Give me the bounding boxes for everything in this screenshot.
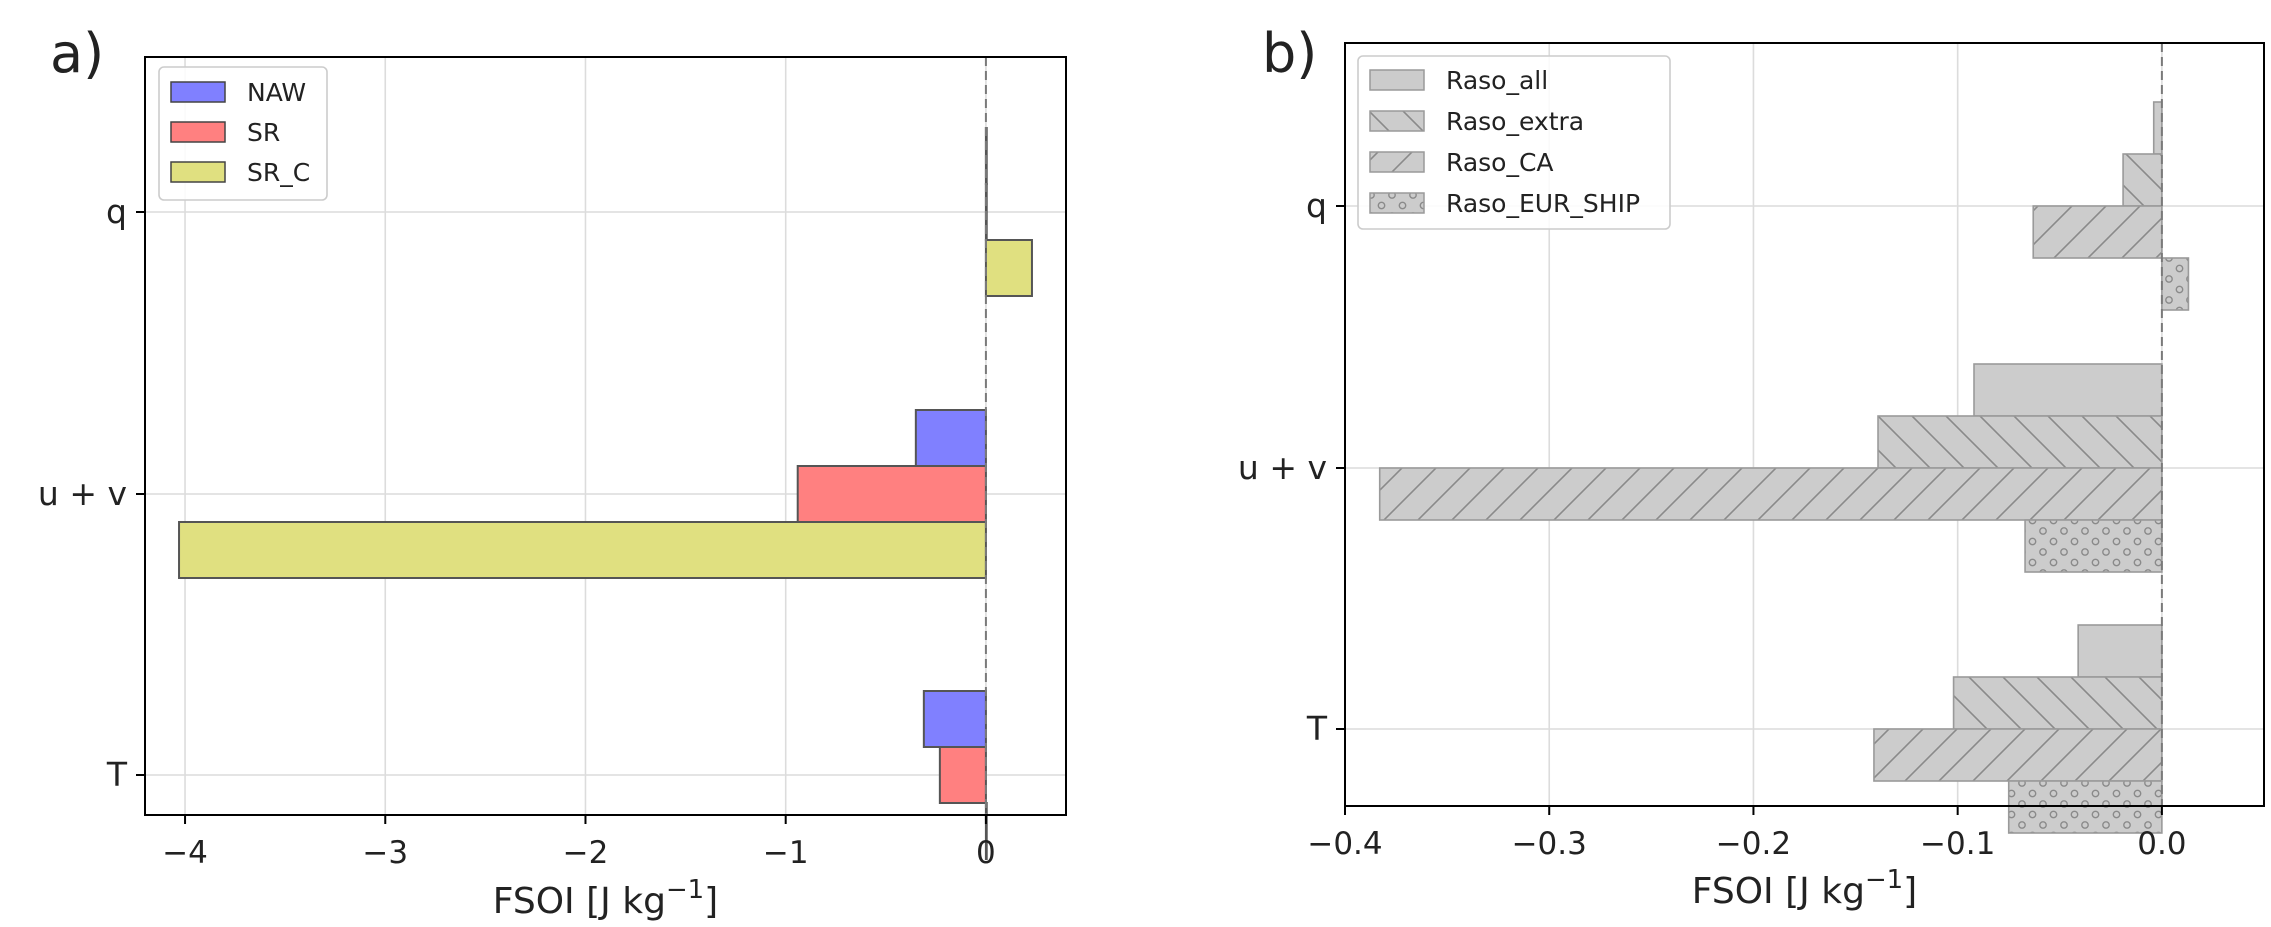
bar-raso-ca-q — [2032, 205, 2163, 259]
bar-raso-extra-uv — [1877, 415, 2163, 469]
x-tick-label: −0.1 — [1920, 826, 1995, 862]
x-tick-label: −1 — [763, 835, 809, 871]
y-tick-label: q — [1306, 186, 1327, 225]
bar-naw-uv — [914, 409, 987, 467]
x-tick-label: −0.2 — [1716, 826, 1791, 862]
legend-label: Raso_EUR_SHIP — [1446, 189, 1640, 218]
bar-raso-eur-ship-uv — [2024, 519, 2163, 573]
plot-frame — [144, 56, 1067, 816]
bar-raso-ca-t — [1873, 728, 2163, 782]
bar-raso-all-t — [2077, 624, 2163, 678]
x-tick-label: 0 — [976, 835, 996, 871]
legend-swatch — [170, 161, 226, 183]
bar-raso-extra-t — [1952, 676, 2163, 730]
y-tick-label: T — [1306, 709, 1328, 748]
y-tick-label: u + v — [1238, 448, 1327, 487]
legend-label: NAW — [247, 78, 306, 107]
legend-label: Raso_all — [1446, 66, 1548, 95]
panel-label: a) — [50, 22, 104, 85]
x-axis-label: FSOI [J kg−1] — [493, 875, 718, 922]
x-tick-label: −2 — [563, 835, 609, 871]
legend-box — [1357, 55, 1671, 230]
legend-label: SR — [247, 118, 280, 147]
legend-label: Raso_CA — [1446, 148, 1554, 177]
x-tick-label: 0.0 — [2137, 826, 2186, 862]
legend: NAW SR SR_C — [158, 66, 328, 201]
y-tick-label: u + v — [38, 474, 127, 513]
bar-sr-c-uv — [178, 521, 987, 579]
bar-naw-t — [922, 690, 987, 748]
legend: Raso_all Raso_extra Raso_CA Raso_EUR_SHIP — [1357, 55, 1671, 230]
legend-swatch — [1369, 151, 1425, 173]
legend-label: Raso_extra — [1446, 107, 1584, 136]
bar-raso-ca-uv — [1378, 467, 2163, 521]
x-tick-label: −3 — [362, 835, 408, 871]
x-tick-label: −0.3 — [1512, 826, 1587, 862]
x-tick-label: −4 — [162, 835, 208, 871]
panel-label: b) — [1262, 22, 1317, 85]
chart-panel-a: a) −4 −3 −2 −1 0 q u + v T NAW SR SR_C — [38, 22, 1067, 871]
y-tick-label: T — [106, 755, 128, 794]
legend-swatch — [1369, 69, 1425, 91]
bar-raso-extra-q — [2122, 153, 2163, 207]
chart-panel-b: b)−0.4 −0.3 −0.2 −0.1 0.0qu + vTRaso_allRaso… — [1238, 22, 2265, 862]
x-tick-label: −0.4 — [1307, 826, 1382, 862]
bar-raso-all-q — [2152, 101, 2163, 155]
bar-raso-eur-ship-q — [2161, 257, 2190, 311]
bar-sr-uv — [796, 465, 987, 523]
plot-frame — [1344, 42, 2265, 807]
bar-sr-t — [938, 746, 987, 804]
legend-swatch — [170, 121, 226, 143]
y-tick-label: q — [106, 192, 127, 231]
bar-raso-all-uv — [1973, 363, 2163, 417]
legend-label: SR_C — [247, 158, 310, 187]
x-axis-label: FSOI [J kg−1] — [1692, 865, 1917, 912]
legend-swatch — [170, 81, 226, 103]
legend-swatch — [1369, 110, 1425, 132]
legend-swatch — [1369, 192, 1425, 214]
bar-sr-c-q — [984, 239, 1033, 297]
